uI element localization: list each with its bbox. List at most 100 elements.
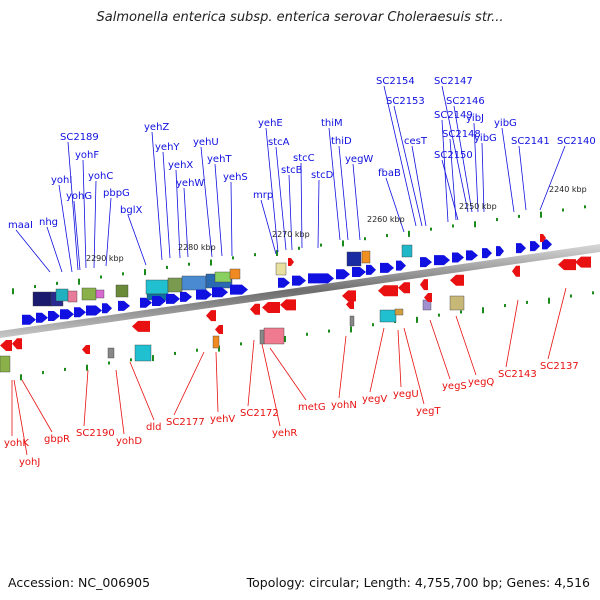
gene-arrow-reverse[interactable] bbox=[132, 320, 150, 332]
gene-arrow-reverse[interactable] bbox=[342, 290, 356, 302]
feature-box[interactable] bbox=[394, 308, 404, 316]
gene-arrow-reverse[interactable] bbox=[346, 300, 354, 309]
feature-box[interactable] bbox=[55, 288, 69, 302]
gene-arrow-reverse[interactable] bbox=[262, 302, 280, 314]
gene-label-reverse[interactable]: SC2137 bbox=[540, 361, 579, 372]
gene-arrow-reverse[interactable] bbox=[575, 256, 591, 268]
gene-arrow-forward[interactable] bbox=[352, 266, 366, 277]
feature-box[interactable] bbox=[449, 295, 465, 311]
feature-box[interactable] bbox=[259, 329, 265, 345]
gene-label-forward[interactable]: stcB bbox=[281, 165, 303, 176]
gene-arrow-forward[interactable] bbox=[118, 300, 130, 311]
gene-arrow-forward[interactable] bbox=[380, 262, 394, 273]
gene-arrow-forward[interactable] bbox=[288, 258, 294, 266]
gene-label-reverse[interactable]: yegT bbox=[416, 406, 441, 417]
gene-label-forward[interactable]: yehZ bbox=[144, 122, 169, 133]
gene-arrow-reverse[interactable] bbox=[280, 299, 296, 311]
gene-arrow-forward[interactable] bbox=[22, 314, 36, 325]
feature-box[interactable] bbox=[81, 287, 97, 301]
feature-box[interactable] bbox=[0, 355, 11, 373]
gene-label-forward[interactable]: stcD bbox=[311, 170, 334, 181]
gene-label-forward[interactable]: yohG bbox=[66, 191, 92, 202]
gene-arrow-reverse[interactable] bbox=[250, 303, 260, 315]
gene-label-forward[interactable]: SC2149 bbox=[434, 110, 473, 121]
gene-label-reverse[interactable]: yohD bbox=[116, 436, 142, 447]
gene-arrow-forward[interactable] bbox=[530, 241, 540, 252]
feature-box[interactable] bbox=[107, 347, 115, 359]
gene-label-reverse[interactable]: metG bbox=[298, 402, 326, 413]
gene-label-forward[interactable]: yehE bbox=[258, 118, 283, 129]
gene-label-forward[interactable]: SC2150 bbox=[434, 150, 473, 161]
gene-arrow-forward[interactable] bbox=[36, 312, 48, 323]
gene-label-reverse[interactable]: SC2190 bbox=[76, 428, 115, 439]
gene-label-reverse[interactable]: SC2177 bbox=[166, 417, 205, 428]
feature-box[interactable] bbox=[167, 277, 183, 293]
gene-arrow-forward[interactable] bbox=[152, 295, 166, 306]
gene-arrow-forward[interactable] bbox=[482, 248, 492, 259]
feature-box[interactable] bbox=[181, 275, 207, 291]
gene-arrow-reverse[interactable] bbox=[558, 259, 576, 271]
gene-label-forward[interactable]: yibG bbox=[474, 133, 497, 144]
gene-label-reverse[interactable]: yegQ bbox=[468, 377, 494, 388]
feature-box[interactable] bbox=[229, 268, 241, 280]
gene-label-reverse[interactable]: SC2143 bbox=[498, 369, 537, 380]
gene-label-forward[interactable]: yibJ bbox=[466, 113, 484, 124]
gene-arrow-forward[interactable] bbox=[230, 284, 248, 295]
gene-arrow-forward[interactable] bbox=[140, 297, 152, 308]
gene-label-forward[interactable]: yohC bbox=[88, 171, 113, 182]
gene-label-forward[interactable]: fbaB bbox=[378, 168, 401, 179]
gene-arrow-reverse[interactable] bbox=[450, 274, 464, 286]
gene-arrow-reverse[interactable] bbox=[82, 345, 90, 354]
feature-box[interactable] bbox=[134, 344, 152, 362]
gene-arrow-forward[interactable] bbox=[212, 287, 228, 298]
feature-box[interactable] bbox=[212, 335, 220, 349]
gene-arrow-reverse[interactable] bbox=[0, 340, 12, 351]
feature-box[interactable] bbox=[401, 244, 413, 258]
gene-label-reverse[interactable]: yegS bbox=[442, 381, 467, 392]
gene-label-forward[interactable]: yehU bbox=[193, 137, 219, 148]
gene-label-forward[interactable]: stcA bbox=[268, 137, 290, 148]
gene-arrow-forward[interactable] bbox=[542, 239, 552, 250]
gene-label-forward[interactable]: bglX bbox=[120, 205, 142, 216]
feature-box[interactable] bbox=[115, 284, 129, 298]
gene-label-reverse[interactable]: yegU bbox=[393, 389, 419, 400]
gene-arrow-forward[interactable] bbox=[86, 305, 102, 316]
gene-label-reverse[interactable]: yehR bbox=[272, 428, 297, 439]
gene-arrow-forward[interactable] bbox=[292, 275, 306, 286]
gene-label-forward[interactable]: yehS bbox=[223, 172, 248, 183]
gene-arrow-forward[interactable] bbox=[516, 243, 526, 254]
gene-arrow-forward[interactable] bbox=[420, 257, 432, 268]
gene-label-forward[interactable]: yehT bbox=[207, 154, 232, 165]
gene-arrow-reverse[interactable] bbox=[215, 325, 223, 334]
gene-label-forward[interactable]: SC2154 bbox=[376, 76, 415, 87]
gene-label-forward[interactable]: thiD bbox=[331, 136, 352, 147]
feature-box[interactable] bbox=[145, 279, 169, 295]
gene-arrow-forward[interactable] bbox=[308, 273, 334, 284]
gene-label-forward[interactable]: SC2189 bbox=[60, 132, 99, 143]
gene-arrow-reverse[interactable] bbox=[378, 285, 398, 297]
gene-label-forward[interactable]: cesT bbox=[404, 136, 428, 147]
gene-label-forward[interactable]: yehX bbox=[168, 160, 193, 171]
gene-label-forward[interactable]: yehW bbox=[176, 178, 204, 189]
gene-label-forward[interactable]: SC2146 bbox=[446, 96, 485, 107]
gene-arrow-forward[interactable] bbox=[434, 255, 450, 266]
feature-box[interactable] bbox=[263, 327, 285, 345]
gene-arrow-reverse[interactable] bbox=[512, 265, 520, 277]
feature-box[interactable] bbox=[361, 250, 371, 264]
gene-label-forward[interactable]: SC2141 bbox=[511, 136, 550, 147]
gene-label-forward[interactable]: yohI bbox=[51, 175, 72, 186]
gene-arrow-reverse[interactable] bbox=[206, 310, 216, 322]
gene-arrow-forward[interactable] bbox=[452, 252, 464, 263]
gene-label-forward[interactable]: yegW bbox=[345, 154, 373, 165]
gene-arrow-forward[interactable] bbox=[48, 311, 60, 322]
gene-arrow-forward[interactable] bbox=[60, 309, 74, 320]
feature-box[interactable] bbox=[379, 309, 397, 323]
gene-label-forward[interactable]: maaI bbox=[8, 220, 33, 231]
feature-box[interactable] bbox=[275, 262, 287, 276]
feature-box[interactable] bbox=[67, 290, 78, 303]
gene-label-forward[interactable]: yibG bbox=[494, 118, 517, 129]
feature-box[interactable] bbox=[346, 251, 362, 267]
gene-arrow-reverse[interactable] bbox=[420, 279, 428, 291]
gene-arrow-reverse[interactable] bbox=[398, 282, 410, 294]
